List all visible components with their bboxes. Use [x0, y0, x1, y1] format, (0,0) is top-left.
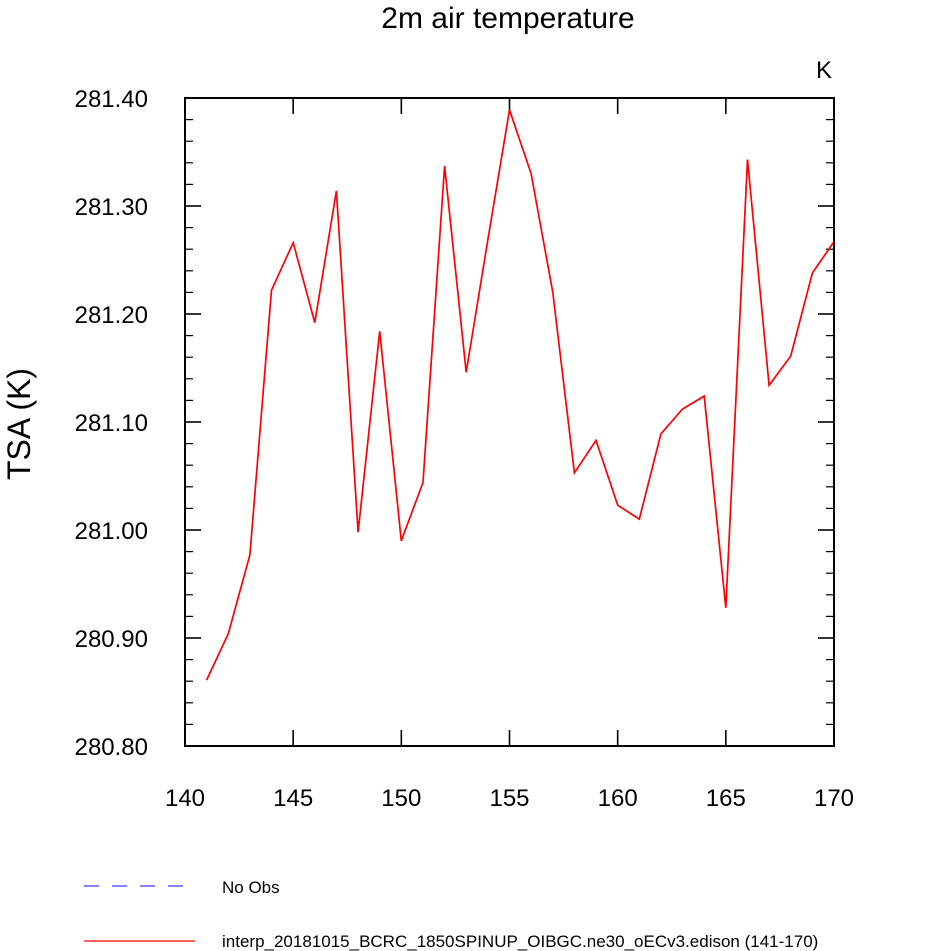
chart-title: 2m air temperature	[381, 2, 634, 35]
x-tick-label: 155	[489, 785, 529, 812]
units-label: K	[816, 57, 832, 84]
legend-label-no-obs: No Obs	[222, 878, 280, 897]
y-tick-label: 280.90	[75, 626, 148, 653]
y-tick-label: 281.10	[75, 410, 148, 437]
y-tick-label: 281.40	[75, 86, 148, 113]
x-tick-label: 140	[165, 785, 205, 812]
x-tick-label: 170	[814, 785, 854, 812]
plot-frame	[184, 97, 835, 747]
series-group	[205, 109, 835, 681]
y-tick-label: 281.20	[75, 302, 148, 329]
y-axis-label: TSA (K)	[1, 368, 37, 480]
legend-label-model-run: interp_20181015_BCRC_1850SPINUP_OIBGC.ne…	[222, 932, 818, 951]
x-tick-label: 145	[273, 785, 313, 812]
x-tick-labels: 140 145 150 155 160 165 170	[165, 785, 854, 812]
series-line	[205, 109, 835, 681]
axis-ticks	[184, 97, 835, 747]
x-tick-label: 165	[706, 785, 746, 812]
y-tick-labels: 280.80 280.90 281.00 281.10 281.20 281.30 281.…	[75, 86, 148, 761]
y-tick-label: 280.80	[75, 734, 148, 761]
legend: No Obs interp_20181015_BCRC_1850SPINUP_O…	[84, 878, 818, 951]
y-tick-label: 281.30	[75, 194, 148, 221]
x-tick-label: 150	[381, 785, 421, 812]
x-tick-label: 160	[598, 785, 638, 812]
y-tick-label: 281.00	[75, 518, 148, 545]
